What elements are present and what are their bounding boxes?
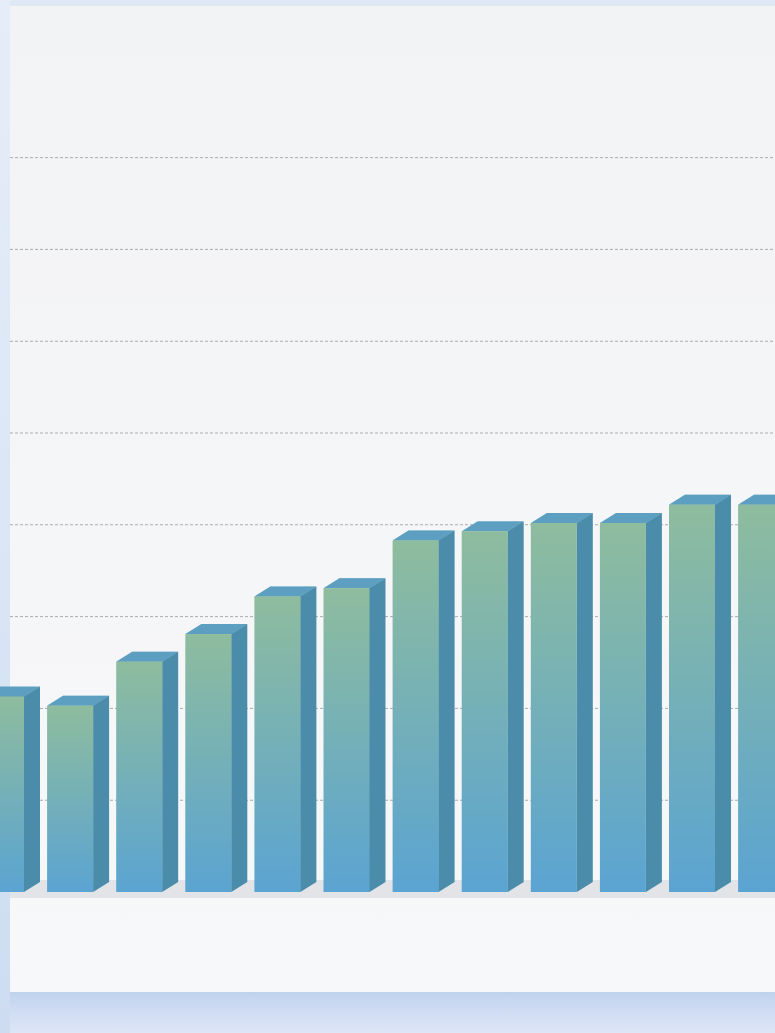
bar-front [323,588,370,892]
bar-side [24,686,40,892]
bar-front [392,540,439,892]
bar [599,512,662,892]
bar-side [162,651,179,892]
bar-top [461,521,524,532]
bar-top [738,494,775,505]
bar [47,695,110,892]
bar-side [576,512,593,892]
bar [254,586,317,892]
bar-side [369,578,386,892]
bar-top [530,512,593,523]
bar [0,686,40,892]
bar-top [392,530,455,541]
bar [323,578,386,892]
bar [669,494,731,892]
bar [530,512,593,892]
bar [738,494,775,892]
bar [185,624,248,892]
bar-front [116,661,163,892]
bar-top [185,624,248,635]
bar-front [461,531,508,892]
frame-left-edge [0,0,10,1033]
bar-top [47,695,110,706]
bar-side [645,512,662,892]
bar-side [300,586,317,892]
bar-side [438,530,455,892]
bars [0,494,775,892]
bar-top [669,494,731,505]
bar-top [116,651,179,662]
bottom-band [10,992,775,1033]
bar-side [507,521,524,892]
bar-front [0,696,24,892]
bar-front [738,504,775,892]
bar-front [669,504,715,892]
bar-top [599,512,662,523]
bar [116,651,179,892]
bar-front [47,705,94,892]
bar-side [715,494,731,892]
bar-side [231,624,248,892]
bar [461,521,524,892]
bar-top [254,586,317,597]
bar-front [185,634,232,892]
bar [392,530,455,892]
bar-front [254,596,301,892]
bar-front [530,522,577,892]
bar-top [323,578,386,589]
bar-side [93,695,110,892]
bar-top [0,686,40,697]
bar-front [599,522,646,892]
